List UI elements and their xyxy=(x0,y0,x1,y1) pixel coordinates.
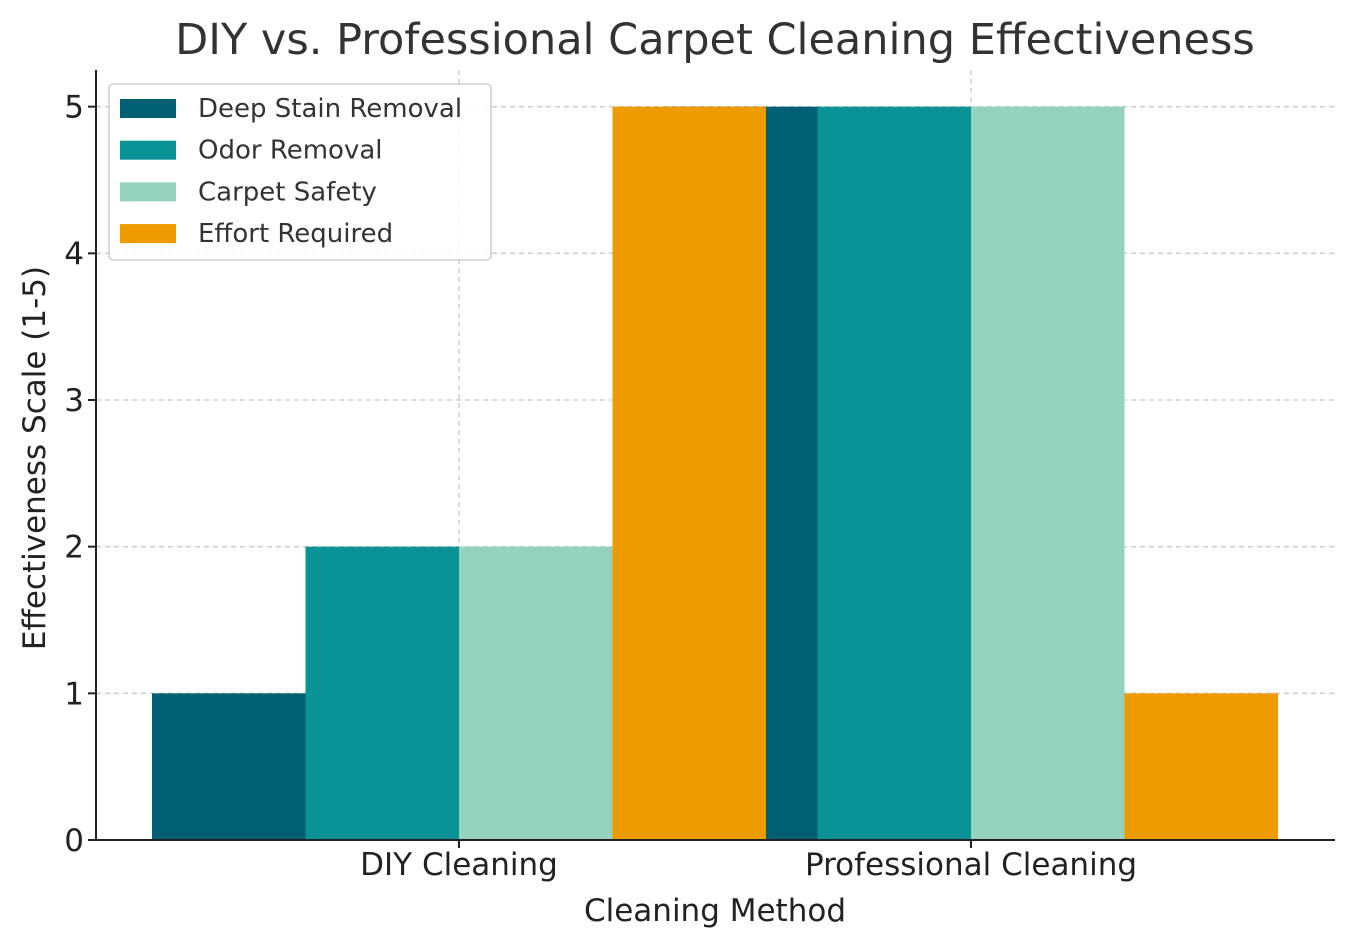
axes xyxy=(95,70,1335,841)
legend-swatch xyxy=(120,182,176,202)
y-tick-label: 2 xyxy=(64,530,84,566)
x-axis-label: Cleaning Method xyxy=(584,893,846,929)
tick-labels: 0 1 2 3 4 5 DIY Cleaning Professional Cleaning xyxy=(64,90,1137,883)
bar-odor-removal-0 xyxy=(305,546,459,840)
legend-swatch xyxy=(120,140,176,160)
x-tick-label: Professional Cleaning xyxy=(805,847,1137,883)
legend: Deep Stain Removal Odor Removal Carpet Saf… xyxy=(108,83,492,261)
bar-effort-required-1 xyxy=(1124,693,1278,840)
bar-carpet-safety-1 xyxy=(971,106,1125,840)
legend-label: Odor Removal xyxy=(198,136,383,166)
y-tick-label: 5 xyxy=(64,90,84,126)
y-tick-label: 1 xyxy=(64,676,84,712)
bar-carpet-safety-0 xyxy=(459,546,613,840)
bar-odor-removal-1 xyxy=(817,106,971,840)
legend-label: Effort Required xyxy=(198,219,393,249)
bar-deep-stain-removal-0 xyxy=(152,693,306,840)
y-tick-label: 0 xyxy=(64,823,84,859)
bars xyxy=(152,106,1278,840)
legend-swatch xyxy=(120,224,176,244)
chart-title: DIY vs. Professional Carpet Cleaning Eff… xyxy=(175,15,1255,65)
legend-box xyxy=(108,83,492,261)
legend-label: Deep Stain Removal xyxy=(198,94,462,124)
y-tick-label: 4 xyxy=(64,236,84,272)
y-axis-label: Effectiveness Scale (1-5) xyxy=(17,266,53,650)
legend-label: Carpet Safety xyxy=(198,177,377,207)
legend-swatch xyxy=(120,99,176,118)
bar-effort-required-0 xyxy=(612,106,766,840)
y-tick-label: 3 xyxy=(64,383,84,419)
x-tick-label: DIY Cleaning xyxy=(360,847,558,883)
